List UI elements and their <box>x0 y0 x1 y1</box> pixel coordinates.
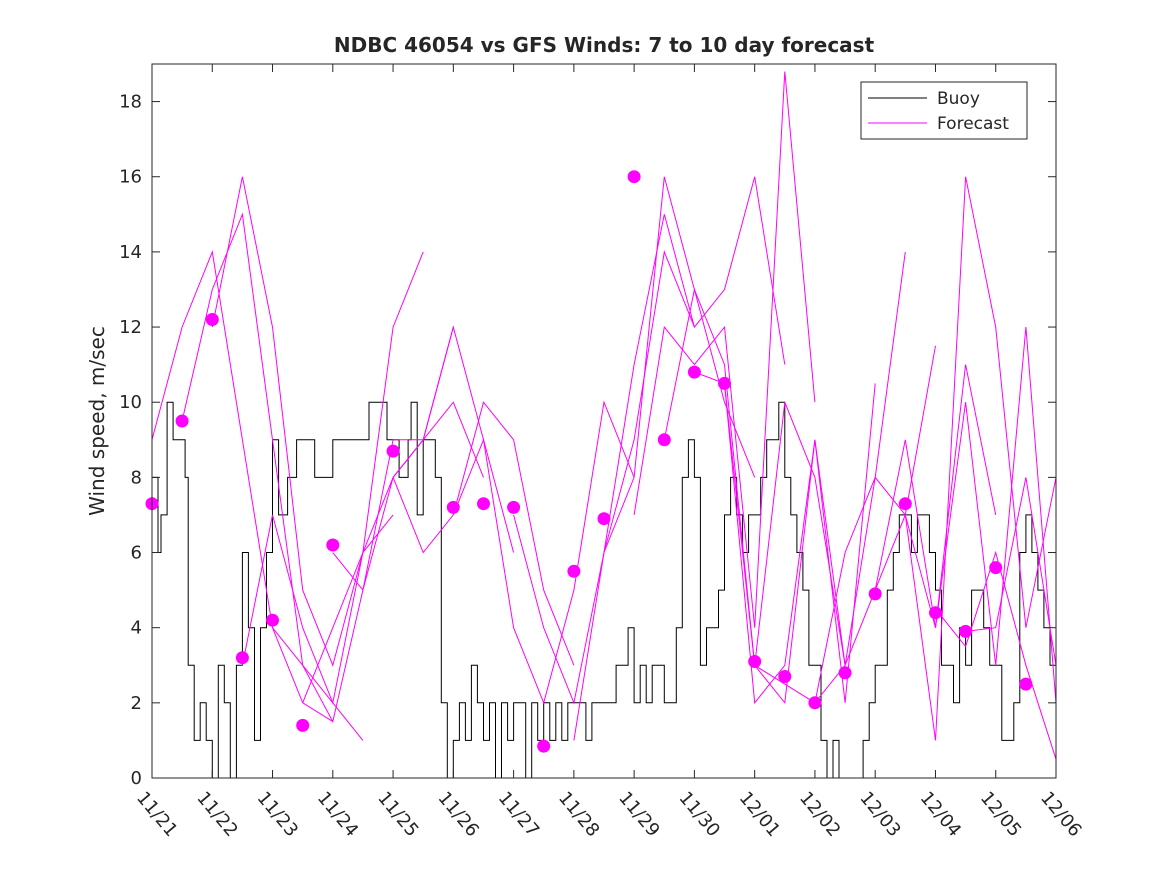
y-tick-label: 0 <box>131 768 142 789</box>
y-tick-label: 4 <box>131 618 142 639</box>
forecast-marker-point <box>175 414 189 428</box>
forecast-marker-point <box>446 500 460 514</box>
legend: Buoy Forecast <box>860 81 1028 140</box>
forecast-series-line-12 <box>603 176 786 553</box>
forecast-marker-point <box>959 624 973 638</box>
forecast-marker-point <box>477 497 490 511</box>
forecast-series-line-22 <box>965 477 1057 666</box>
y-tick-label: 12 <box>119 317 142 338</box>
legend-label-buoy: Buoy <box>937 89 980 109</box>
chart-title: NDBC 46054 vs GFS Winds: 7 to 10 day for… <box>334 33 875 57</box>
y-tick-label: 14 <box>119 242 142 263</box>
y-axis-label: Wind speed, m/sec <box>85 326 109 516</box>
forecast-marker-point <box>718 376 731 390</box>
y-tick-label: 18 <box>119 92 142 113</box>
forecast-series-line-8 <box>392 401 575 666</box>
forecast-series-line-13 <box>633 71 816 628</box>
marker-group <box>145 170 1033 753</box>
forecast-marker-point <box>1019 677 1033 691</box>
forecast-marker-point <box>266 613 279 627</box>
axes-frame <box>151 63 1057 779</box>
forecast-marker-point <box>898 497 912 511</box>
legend-label-forecast: Forecast <box>937 114 1009 134</box>
forecast-marker-point <box>235 651 249 665</box>
forecast-marker-point <box>205 313 219 326</box>
forecast-marker-point <box>808 696 822 710</box>
y-tick-label: 8 <box>131 467 142 488</box>
legend-box <box>860 81 1028 140</box>
forecast-marker-point <box>868 587 882 601</box>
y-tick-label: 10 <box>119 392 142 413</box>
forecast-marker-point <box>597 512 611 526</box>
forecast-marker-point <box>929 606 942 620</box>
y-tick-label: 16 <box>119 167 142 188</box>
buoy-series-line <box>152 401 1056 779</box>
forecast-marker-point <box>838 666 852 680</box>
forecast-series-line-4 <box>241 251 424 705</box>
forecast-marker-point <box>537 739 551 753</box>
y-tick-label: 2 <box>131 693 142 714</box>
forecast-marker-point <box>627 170 641 184</box>
forecast-series-line-9 <box>452 400 635 705</box>
forecast-marker-point <box>687 365 701 379</box>
forecast-marker-point <box>326 538 340 552</box>
forecast-marker-point <box>507 500 521 514</box>
forecast-series-line-18 <box>814 364 997 704</box>
forecast-marker-point <box>296 718 310 732</box>
forecast-marker-point <box>989 561 1003 575</box>
forecast-marker-point <box>778 670 792 683</box>
forecast-series-line-21 <box>935 550 1057 760</box>
forecast-marker-point <box>748 655 762 668</box>
forecast-marker-point <box>386 444 400 458</box>
forecast-marker-point <box>657 433 671 447</box>
y-tick-label: 6 <box>131 543 142 564</box>
forecast-marker-point <box>567 564 581 578</box>
plot-area <box>152 64 1056 778</box>
forecast-series-line-20 <box>904 176 1057 741</box>
